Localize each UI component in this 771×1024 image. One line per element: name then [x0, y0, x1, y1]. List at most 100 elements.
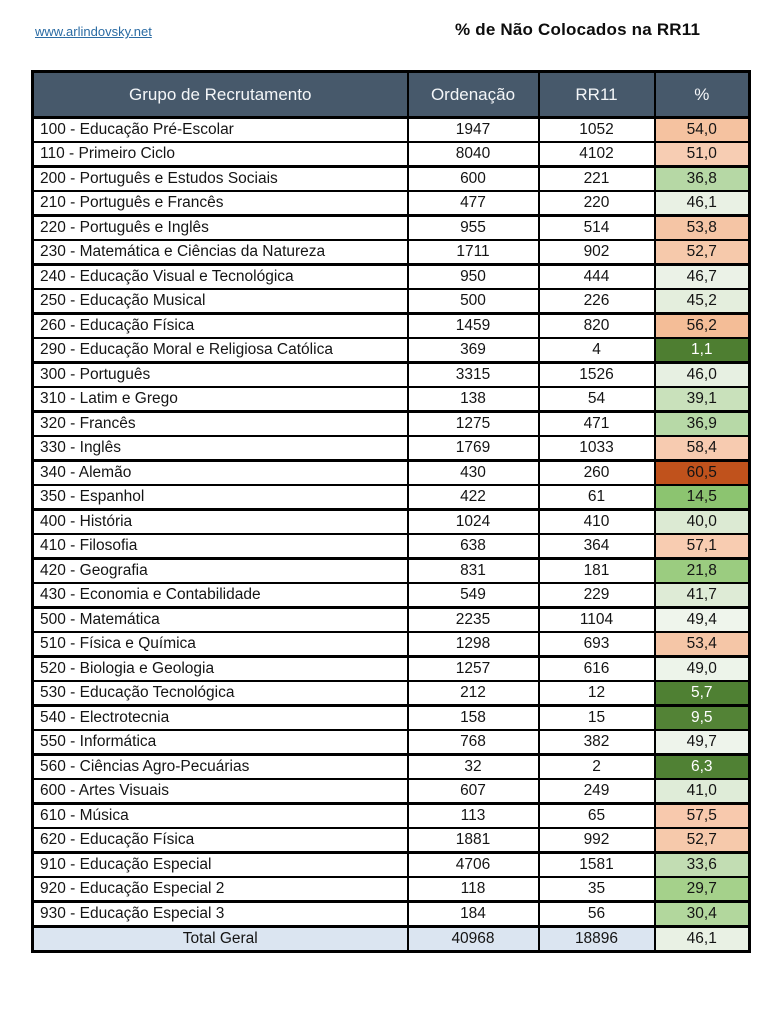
table-row: 600 - Artes Visuais 607 249 41,0	[31, 778, 751, 805]
table-row: 200 - Português e Estudos Sociais 600 221 3…	[31, 165, 751, 192]
pct-cell: 60,5	[653, 459, 751, 486]
pct-cell: 49,4	[653, 606, 751, 633]
grupo-cell: 430 - Economia e Contabilidade	[31, 582, 409, 609]
grupo-cell: 320 - Francês	[31, 410, 409, 437]
table-row: 240 - Educação Visual e Tecnológica 950 44…	[31, 263, 751, 290]
page-title: % de Não Colocados na RR11	[455, 20, 701, 39]
grupo-cell: 410 - Filosofia	[31, 533, 409, 560]
ordenacao-cell: 500	[406, 288, 540, 315]
rr11-cell: 1104	[537, 606, 656, 633]
header-percent: %	[653, 70, 751, 119]
table-row: 110 - Primeiro Ciclo 8040 4102 51,0	[31, 141, 751, 168]
pct-cell: 53,8	[653, 214, 751, 241]
grupo-cell: 530 - Educação Tecnológica	[31, 680, 409, 707]
grupo-cell: 300 - Português	[31, 361, 409, 388]
ordenacao-cell: 422	[406, 484, 540, 511]
ordenacao-cell: 768	[406, 729, 540, 756]
ordenacao-cell: 40968	[406, 925, 540, 953]
grupo-cell: 400 - História	[31, 508, 409, 535]
ordenacao-cell: 184	[406, 900, 540, 928]
ordenacao-cell: 1024	[406, 508, 540, 535]
pct-cell: 57,1	[653, 533, 751, 560]
rr11-cell: 4	[537, 337, 656, 364]
grupo-cell: 290 - Educação Moral e Religiosa Católic…	[31, 337, 409, 364]
pct-cell: 53,4	[653, 631, 751, 658]
pct-cell: 52,7	[653, 239, 751, 266]
ordenacao-cell: 118	[406, 876, 540, 903]
table-row: 290 - Educação Moral e Religiosa Católic…	[31, 337, 751, 364]
grupo-cell: 930 - Educação Especial 3	[31, 900, 409, 928]
grupo-cell: 230 - Matemática e Ciências da Natureza	[31, 239, 409, 266]
table-row: 540 - Electrotecnia 158 15 9,5	[31, 704, 751, 731]
rr11-cell: 1581	[537, 851, 656, 878]
grupo-cell: 920 - Educação Especial 2	[31, 876, 409, 903]
rr11-cell: 54	[537, 386, 656, 413]
ordenacao-cell: 113	[406, 802, 540, 829]
rr11-cell: 1526	[537, 361, 656, 388]
table-row: 350 - Espanhol 422 61 14,5	[31, 484, 751, 511]
ordenacao-cell: 1257	[406, 655, 540, 682]
header-rr11: RR11	[537, 70, 656, 119]
pct-cell: 54,0	[653, 116, 751, 143]
grupo-cell: 110 - Primeiro Ciclo	[31, 141, 409, 168]
table-row: 430 - Economia e Contabilidade 549 229 41,7	[31, 582, 751, 609]
ordenacao-cell: 549	[406, 582, 540, 609]
ordenacao-cell: 158	[406, 704, 540, 731]
grupo-cell: 620 - Educação Física	[31, 827, 409, 854]
pct-cell: 46,0	[653, 361, 751, 388]
ordenacao-cell: 950	[406, 263, 540, 290]
pct-cell: 6,3	[653, 753, 751, 780]
ordenacao-cell: 138	[406, 386, 540, 413]
ordenacao-cell: 8040	[406, 141, 540, 168]
ordenacao-cell: 430	[406, 459, 540, 486]
table-row: 920 - Educação Especial 2 118 35 29,7	[31, 876, 751, 903]
pct-cell: 51,0	[653, 141, 751, 168]
grupo-cell: 210 - Português e Francês	[31, 190, 409, 217]
grupo-cell: 600 - Artes Visuais	[31, 778, 409, 805]
grupo-cell: 310 - Latim e Grego	[31, 386, 409, 413]
pct-cell: 57,5	[653, 802, 751, 829]
pct-cell: 49,7	[653, 729, 751, 756]
rr11-cell: 382	[537, 729, 656, 756]
pct-cell: 41,7	[653, 582, 751, 609]
ordenacao-cell: 1881	[406, 827, 540, 854]
rr11-cell: 181	[537, 557, 656, 584]
pct-cell: 52,7	[653, 827, 751, 854]
ordenacao-cell: 2235	[406, 606, 540, 633]
rr11-cell: 4102	[537, 141, 656, 168]
grupo-cell: 510 - Física e Química	[31, 631, 409, 658]
grupo-cell: 500 - Matemática	[31, 606, 409, 633]
rr11-cell: 18896	[537, 925, 656, 953]
website-link[interactable]: www.arlindovsky.net	[35, 24, 152, 39]
rr11-cell: 220	[537, 190, 656, 217]
ordenacao-cell: 831	[406, 557, 540, 584]
rr11-cell: 2	[537, 753, 656, 780]
ordenacao-cell: 212	[406, 680, 540, 707]
grupo-cell: 340 - Alemão	[31, 459, 409, 486]
ordenacao-cell: 1769	[406, 435, 540, 462]
rr11-cell: 226	[537, 288, 656, 315]
ordenacao-cell: 600	[406, 165, 540, 192]
pct-cell: 36,9	[653, 410, 751, 437]
table-row: 910 - Educação Especial 4706 1581 33,6	[31, 851, 751, 878]
rr11-cell: 229	[537, 582, 656, 609]
grupo-cell: 560 - Ciências Agro-Pecuárias	[31, 753, 409, 780]
pct-cell: 1,1	[653, 337, 751, 364]
rr11-cell: 56	[537, 900, 656, 928]
ordenacao-cell: 477	[406, 190, 540, 217]
rr11-cell: 444	[537, 263, 656, 290]
grupo-cell: Total Geral	[31, 925, 409, 953]
table-row: 250 - Educação Musical 500 226 45,2	[31, 288, 751, 315]
grupo-cell: 200 - Português e Estudos Sociais	[31, 165, 409, 192]
pct-cell: 33,6	[653, 851, 751, 878]
rr11-cell: 12	[537, 680, 656, 707]
table-row: 530 - Educação Tecnológica 212 12 5,7	[31, 680, 751, 707]
table-row: 340 - Alemão 430 260 60,5	[31, 459, 751, 486]
pct-cell: 58,4	[653, 435, 751, 462]
grupo-cell: 250 - Educação Musical	[31, 288, 409, 315]
rr11-cell: 693	[537, 631, 656, 658]
ordenacao-cell: 1298	[406, 631, 540, 658]
pct-cell: 9,5	[653, 704, 751, 731]
pct-cell: 14,5	[653, 484, 751, 511]
